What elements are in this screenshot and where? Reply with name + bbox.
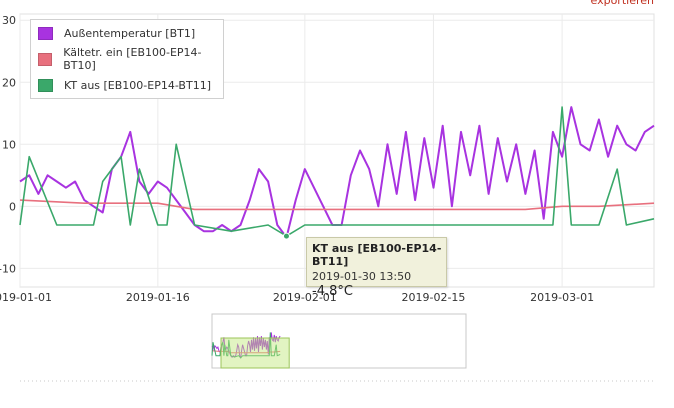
x-tick-label: 2019-01-01 <box>0 291 52 304</box>
legend-swatch <box>38 52 53 66</box>
y-tick-label: -10 <box>0 262 16 275</box>
x-tick-label: 2019-02-01 <box>273 291 337 304</box>
data-tooltip: KT aus [EB100-EP14-BT11] 2019-01-30 13:5… <box>306 237 447 299</box>
legend-swatch <box>38 78 53 92</box>
legend-label: KT aus [EB100-EP14-BT11] <box>64 78 211 92</box>
y-tick-label: 30 <box>2 14 16 27</box>
navigator-series-1 <box>211 350 281 354</box>
navigator-selection <box>220 337 290 369</box>
range-navigator[interactable] <box>211 313 467 369</box>
legend-item-outdoor-temp[interactable]: Außentemperatur [BT1] <box>31 20 223 46</box>
highlight-point <box>282 232 290 240</box>
legend-swatch <box>38 26 53 40</box>
chart-legend: Außentemperatur [BT1] Kältetr. ein [EB10… <box>30 19 224 99</box>
tooltip-value: -4.8°C <box>312 284 353 299</box>
tooltip-time: 2019-01-30 13:50 <box>312 270 412 283</box>
export-link[interactable]: exportieren <box>590 0 654 7</box>
x-axis-ticks: 2019-01-01 2019-01-16 2019-02-01 2019-02-15… <box>0 291 594 304</box>
legend-label: Außentemperatur [BT1] <box>64 26 196 40</box>
legend-label: Kältetr. ein [EB100-EP14-BT10] <box>63 46 202 72</box>
tooltip-series: KT aus [EB100-EP14-BT11] <box>312 242 442 268</box>
x-tick-label: 2019-03-01 <box>530 291 594 304</box>
y-tick-label: 20 <box>2 76 16 89</box>
y-tick-label: 10 <box>2 138 16 151</box>
y-axis-ticks: -10 0 10 20 30 <box>0 14 16 275</box>
series-line-1 <box>19 199 655 211</box>
series-line-2 <box>19 106 655 237</box>
chart-series[interactable] <box>19 106 655 240</box>
x-tick-label: 2019-01-16 <box>126 291 190 304</box>
navigator-frame <box>211 313 467 369</box>
x-tick-label: 2019-02-15 <box>402 291 466 304</box>
navigator-series-2 <box>211 332 281 359</box>
legend-item-brine-in[interactable]: Kältetr. ein [EB100-EP14-BT10] <box>31 46 223 72</box>
series-line-0 <box>19 106 655 239</box>
y-tick-label: 0 <box>9 200 16 213</box>
legend-item-brine-out[interactable]: KT aus [EB100-EP14-BT11] <box>31 72 223 98</box>
